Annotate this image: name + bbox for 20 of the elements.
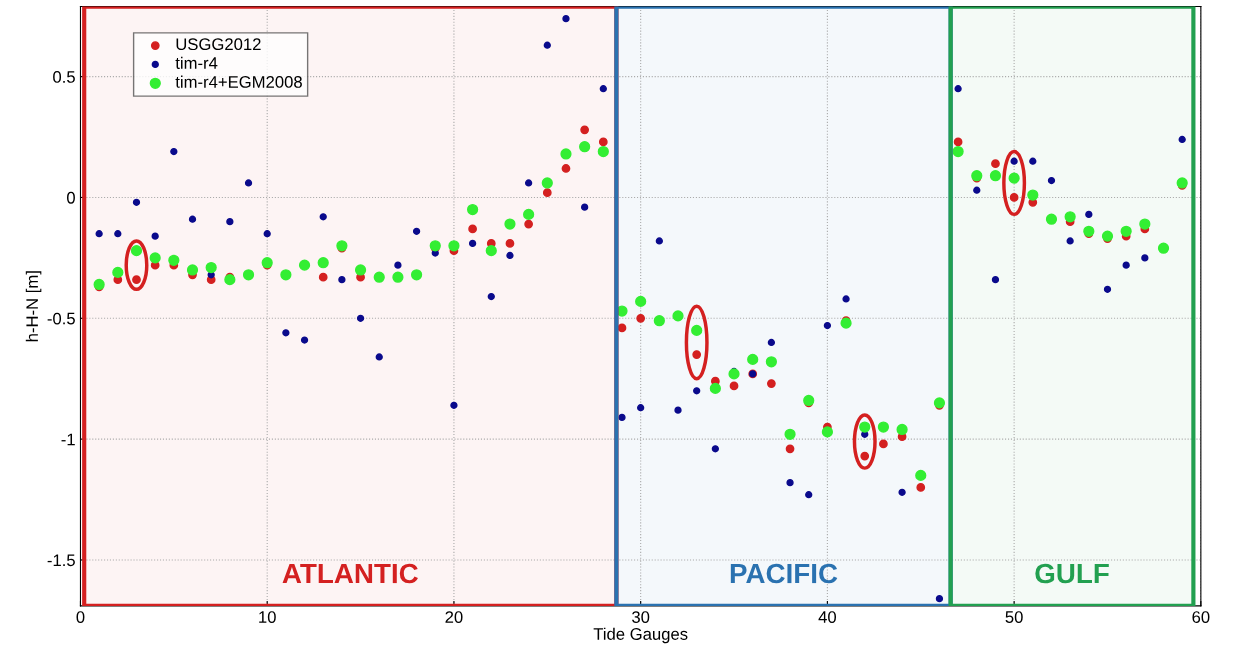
- legend-label: tim-r4: [175, 56, 218, 69]
- x-tick-label: 0: [76, 611, 85, 623]
- y-tick-label: -1: [61, 433, 75, 446]
- x-tick-label: 50: [1005, 611, 1023, 623]
- y-tick-label: 0.5: [53, 71, 75, 83]
- x-tick-label: 30: [632, 611, 650, 623]
- x-tick-label: 60: [1192, 611, 1210, 623]
- y-tick-label: 0: [66, 191, 75, 204]
- x-tick-label: 40: [818, 611, 837, 623]
- x-axis-title: Tide Gauges: [593, 627, 688, 644]
- band-label: GULF: [1035, 563, 1109, 584]
- y-axis-title: h-H-N [m]: [25, 271, 42, 342]
- legend-label: USGG2012: [176, 38, 261, 51]
- x-tick-label: 20: [445, 611, 463, 623]
- x-tick-label: 10: [259, 611, 276, 623]
- y-tick-label: -0.5: [47, 312, 75, 325]
- legend-label: tim-r4+EGM2008: [175, 75, 302, 88]
- y-tick-label: -1.5: [47, 554, 75, 567]
- band-label: PACIFIC: [730, 563, 838, 584]
- band-label: ATLANTIC: [282, 563, 418, 584]
